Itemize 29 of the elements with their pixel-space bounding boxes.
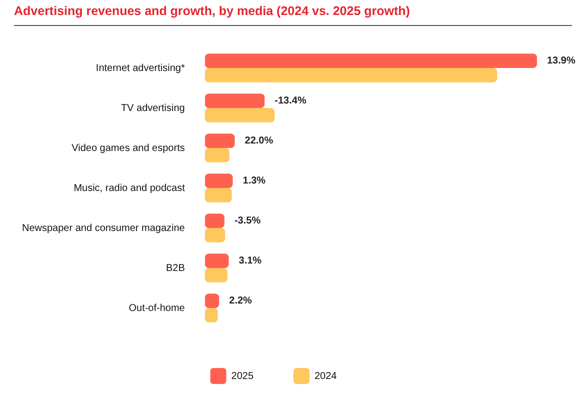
bar <box>204 174 233 188</box>
y-tick-label: Video games and esports <box>72 142 185 154</box>
bar <box>204 54 537 68</box>
y-tick-label: Newspaper and consumer magazine <box>22 222 186 234</box>
legend-label: 2024 <box>314 370 338 382</box>
annotation: 2.2% <box>229 296 252 307</box>
annotation: -3.5% <box>234 216 261 227</box>
annotation: 22.0% <box>244 136 274 147</box>
y-tick-label: TV advertising <box>120 102 185 114</box>
bar <box>204 68 498 82</box>
annotation: 13.9% <box>547 56 576 67</box>
bar <box>204 188 232 202</box>
annotation: -13.4% <box>274 96 306 107</box>
bar <box>204 94 265 108</box>
annotation: 1.3% <box>242 176 266 187</box>
y-tick-label: Out-of-home <box>128 302 186 314</box>
bar <box>204 228 226 242</box>
y-tick-label: B2B <box>166 262 186 274</box>
bar <box>204 108 275 122</box>
legend-label: 2025 <box>231 370 254 382</box>
bar <box>204 254 229 268</box>
bar <box>204 214 224 228</box>
y-tick-label: Internet advertising* <box>96 62 185 74</box>
bar <box>204 134 235 148</box>
bar <box>204 148 230 162</box>
chart-title: Advertising revenues and growth, by media (2024 vs. 2025 growth) <box>14 4 410 18</box>
y-tick-label: Music, radio and podcast <box>74 182 186 194</box>
bar <box>204 268 228 282</box>
annotation: 3.1% <box>238 256 262 267</box>
